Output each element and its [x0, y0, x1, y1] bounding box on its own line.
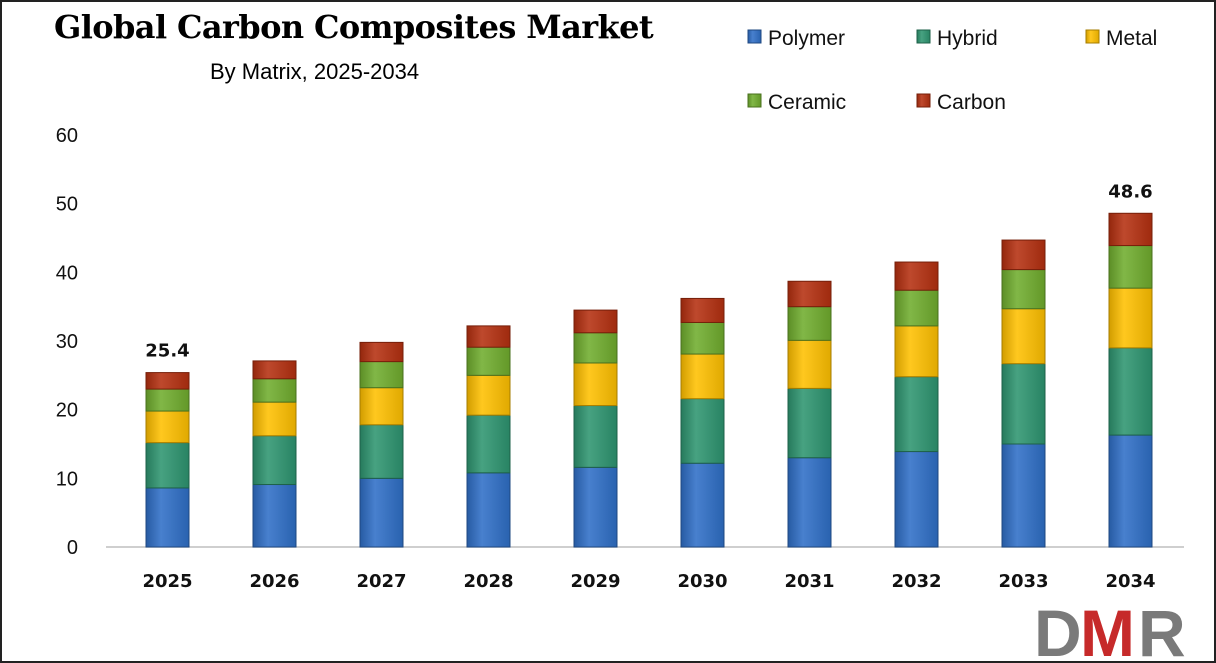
dmr-logo-r: R — [1138, 602, 1186, 660]
bar-segment-ceramic-2034 — [1108, 245, 1153, 289]
bar-segment-carbon-2034 — [1108, 212, 1153, 247]
bar-segment-carbon-2027 — [359, 341, 404, 363]
bar-segment-carbon-2031 — [787, 280, 832, 308]
bar-segment-metal-2031 — [787, 339, 832, 389]
bar-segment-ceramic-2030 — [680, 321, 725, 355]
bar-segment-carbon-2025 — [145, 372, 190, 390]
chart-title: Global Carbon Composites Market — [54, 8, 654, 46]
total-label-2034: 48.6 — [1108, 181, 1152, 202]
bar-segment-polymer-2030 — [680, 462, 725, 548]
bar-segment-hybrid-2027 — [359, 424, 404, 479]
bar-segment-ceramic-2026 — [252, 378, 297, 403]
bar-segment-carbon-2026 — [252, 360, 297, 380]
x-tick-label: 2029 — [570, 571, 620, 592]
x-tick-label: 2032 — [891, 571, 941, 592]
bar-segment-carbon-2032 — [894, 261, 939, 291]
y-tick-label: 10 — [56, 468, 78, 490]
legend-swatch-hybrid — [916, 29, 931, 44]
y-tick-label: 20 — [56, 400, 78, 422]
x-tick-label: 2031 — [784, 571, 834, 592]
y-tick-label: 40 — [56, 262, 78, 284]
bar-segment-metal-2029 — [573, 362, 618, 407]
bar-segment-metal-2028 — [466, 374, 511, 416]
bar-segment-hybrid-2030 — [680, 398, 725, 464]
bar-segment-polymer-2027 — [359, 477, 404, 548]
bar-segment-carbon-2029 — [573, 309, 618, 334]
bar-segment-ceramic-2027 — [359, 361, 404, 389]
bar-segment-ceramic-2033 — [1001, 269, 1046, 310]
x-tick-label: 2027 — [356, 571, 406, 592]
y-tick-label: 0 — [67, 537, 78, 559]
x-tick-label: 2025 — [142, 571, 192, 592]
bar-segment-polymer-2028 — [466, 472, 511, 548]
legend-swatch-metal — [1085, 29, 1100, 44]
legend-label-carbon: Carbon — [937, 91, 1006, 114]
x-tick-label: 2030 — [677, 571, 727, 592]
bar-segment-ceramic-2025 — [145, 388, 190, 412]
legend-swatch-ceramic — [747, 93, 762, 108]
bar-segment-hybrid-2034 — [1108, 347, 1153, 436]
bar-segment-carbon-2030 — [680, 297, 725, 323]
x-tick-label: 2026 — [249, 571, 299, 592]
bar-segment-polymer-2029 — [573, 466, 618, 548]
chart-subtitle: By Matrix, 2025-2034 — [210, 59, 420, 84]
bar-segment-metal-2032 — [894, 325, 939, 378]
bar-segment-hybrid-2028 — [466, 414, 511, 474]
bar-segment-hybrid-2031 — [787, 387, 832, 459]
bar-segment-hybrid-2033 — [1001, 363, 1046, 445]
bar-segment-metal-2034 — [1108, 287, 1153, 349]
x-tick-label: 2028 — [463, 571, 513, 592]
labels: 2025 25.4 2026 2027 2028 2029 2030 2031 2032 2033… — [142, 181, 1155, 592]
x-tick-label: 2033 — [998, 571, 1048, 592]
legend-label-hybrid: Hybrid — [937, 27, 998, 50]
bar-segment-ceramic-2031 — [787, 306, 832, 341]
dmr-logo-d: D — [1034, 602, 1082, 660]
bar-segment-metal-2026 — [252, 401, 297, 437]
bar-segment-metal-2025 — [145, 410, 190, 444]
bar-segment-carbon-2028 — [466, 325, 511, 348]
bar-segment-hybrid-2032 — [894, 376, 939, 453]
legend-swatch-polymer — [747, 29, 762, 44]
bar-segment-polymer-2026 — [252, 484, 297, 548]
bar-segment-hybrid-2029 — [573, 405, 618, 468]
bar-segment-hybrid-2025 — [145, 442, 190, 489]
x-tick-label: 2034 — [1105, 571, 1155, 592]
bar-segment-metal-2027 — [359, 387, 404, 426]
dmr-logo-m: M — [1080, 602, 1135, 660]
bar-segment-carbon-2033 — [1001, 239, 1046, 271]
bar-segment-ceramic-2028 — [466, 346, 511, 376]
bar-segment-ceramic-2032 — [894, 289, 939, 327]
dmr-logo: D M R — [1034, 602, 1186, 660]
total-label-2025: 25.4 — [145, 341, 189, 362]
bar-segment-polymer-2033 — [1001, 443, 1046, 548]
legend-label-polymer: Polymer — [768, 27, 845, 50]
legend: Polymer Hybrid Metal Ceramic Carbon — [747, 27, 1157, 114]
bar-segment-metal-2033 — [1001, 308, 1046, 365]
bars — [145, 212, 1153, 548]
y-tick-label: 30 — [56, 331, 78, 353]
legend-swatch-carbon — [916, 93, 931, 108]
legend-label-metal: Metal — [1106, 27, 1157, 50]
bar-segment-metal-2030 — [680, 353, 725, 400]
y-tick-label: 60 — [56, 125, 78, 147]
bar-segment-polymer-2025 — [145, 487, 190, 548]
y-tick-label: 50 — [56, 194, 78, 216]
bar-segment-polymer-2031 — [787, 457, 832, 548]
legend-label-ceramic: Ceramic — [768, 91, 846, 114]
bar-segment-polymer-2034 — [1108, 434, 1153, 548]
bar-segment-hybrid-2026 — [252, 435, 297, 486]
bar-segment-ceramic-2029 — [573, 332, 618, 364]
bar-segment-polymer-2032 — [894, 451, 939, 548]
